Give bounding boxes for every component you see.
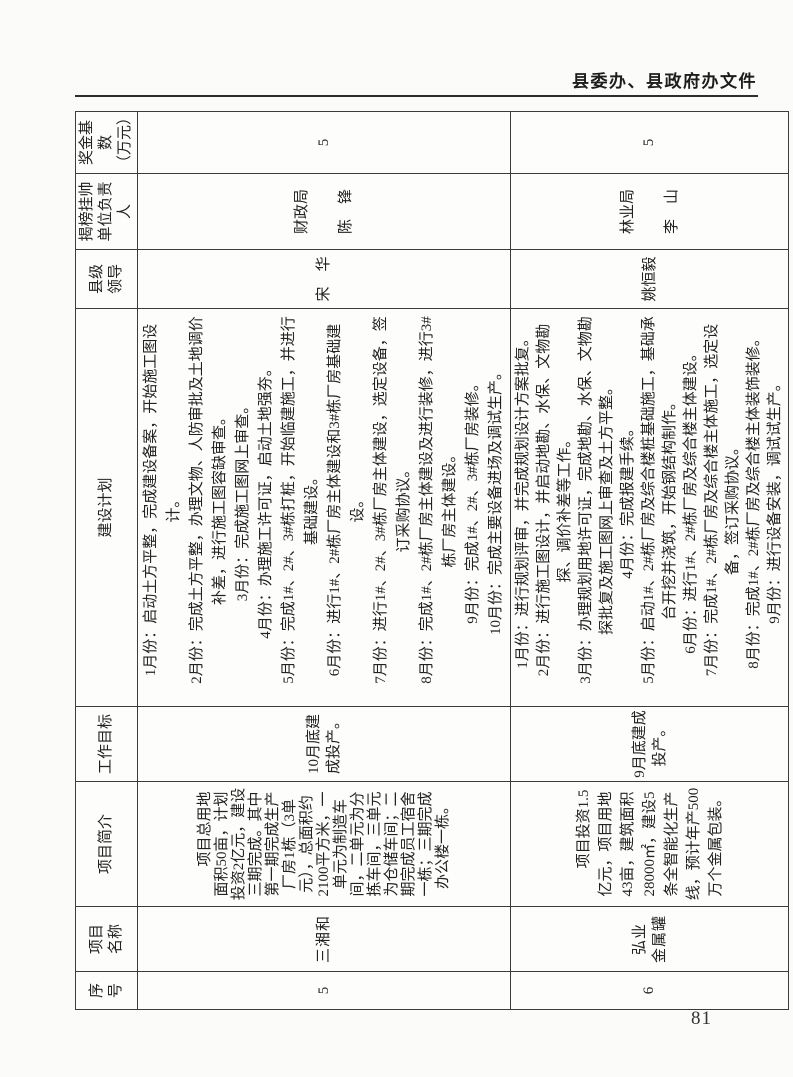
header-bonus-base: 奖金基数 （万元） bbox=[75, 111, 138, 174]
rotated-table-container: 序 号 项目 名称 项目简介 工作目标 建设计划 县级 领导 揭榜挂帅 单位负责… bbox=[75, 111, 789, 1010]
header-serial: 序 号 bbox=[75, 971, 138, 1010]
cell-construction-plan: 1月份：进行规划评审，并完成规划设计方案批复。 2月份：进行施工图设计，并启动地… bbox=[510, 308, 789, 707]
cell-county-leader: 姚恒毅 bbox=[510, 249, 789, 309]
cell-project-name: 三湘和 bbox=[137, 906, 511, 972]
plan-item: 3月份：完成施工图网上审查。 bbox=[235, 398, 251, 602]
plan-item: 4月份：办理施工许可证，启动土地强夯。 bbox=[258, 361, 274, 639]
cell-work-goal: 10月底建成投产。 bbox=[137, 706, 511, 782]
cell-bonus-base: 5 bbox=[137, 111, 511, 174]
plan-item: 1月份：进行规划评审，并完成规划设计方案批复。 bbox=[515, 331, 531, 669]
plan-item: 8月份：完成1#、2#栋厂房及综合楼主体装饰装修。 bbox=[746, 331, 762, 669]
cell-project-name: 弘业 金属罐 bbox=[510, 906, 789, 972]
unit-name: 林业局 bbox=[619, 189, 636, 235]
plan-item: 8月份：完成1#、2#栋厂房主体建设及进行装修，进行3#栋厂房主体建设。 bbox=[419, 316, 458, 684]
plan-item: 6月份：进行1#、2#栋厂房及综合楼主体建设。 bbox=[683, 346, 699, 654]
plan-item: 2月份：进行施工图设计，并启动地勘、水保、文物勘探、调价补差等工作。 bbox=[536, 323, 573, 677]
header-unit-person: 揭榜挂帅 单位负责人 bbox=[75, 173, 138, 250]
cell-serial: 6 bbox=[510, 971, 789, 1010]
document-header-title: 县委办、县政府办文件 bbox=[572, 72, 757, 91]
plan-item: 6月份：进行1#、2#栋厂房主体建设和3#栋厂房基础建设。 bbox=[327, 323, 366, 677]
cell-unit-person: 林业局 李 山 bbox=[510, 173, 789, 250]
cell-bonus-base: 5 bbox=[510, 111, 789, 174]
plan-item: 5月份：启动1#、2#栋厂房及综合楼桩基础施工，基础承台开挖并浇筑，开始钢结构制… bbox=[641, 316, 678, 684]
plan-item: 4月份：完成报建手续。 bbox=[620, 421, 636, 579]
plan-item: 1月份：启动土方平整，完成建设备案，开始施工图设计。 bbox=[143, 323, 182, 677]
header-work-goal: 工作目标 bbox=[75, 706, 138, 782]
header-project-name: 项目 名称 bbox=[75, 906, 138, 972]
person-name: 陈 锋 bbox=[338, 189, 354, 235]
table-row-project-5: 5 三湘和 项目总用地面积50亩，计划投资2亿元，建设三期完成。其中第一期完成生… bbox=[137, 111, 511, 1010]
cell-unit-person: 财政局 陈 锋 bbox=[137, 173, 511, 250]
plan-item: 3月份：办理规划用地许可证，完成地勘、水保、文物勘探批复及施工图网上审查及土方平… bbox=[578, 316, 615, 684]
plan-item: 2月份：完成土方平整，办理文物、人防审批及土地调价补差，进行施工图容缺审查。 bbox=[189, 316, 228, 684]
cell-serial: 5 bbox=[137, 971, 511, 1010]
project-plan-table: 序 号 项目 名称 项目简介 工作目标 建设计划 县级 领导 揭榜挂帅 单位负责… bbox=[75, 111, 789, 1010]
cell-project-intro: 项目总用地面积50亩，计划投资2亿元，建设三期完成。其中第一期完成生产厂房1栋（… bbox=[137, 781, 511, 907]
plan-item: 9月份：完成1#、2#、3#栋厂房装修。 bbox=[465, 376, 481, 624]
cell-project-intro: 项目投资1.5亿元，项目用地43亩，建筑面积28000㎡，建设5条全智能化生产线… bbox=[510, 781, 789, 907]
table-row-project-6: 6 弘业 金属罐 项目投资1.5亿元，项目用地43亩，建筑面积28000㎡，建设… bbox=[510, 111, 789, 1010]
plan-item: 5月份：完成1#、2#、3#栋打桩，开始临建施工，并进行基础建设。 bbox=[281, 316, 320, 684]
cell-work-goal: 9月底建成投产。 bbox=[510, 706, 789, 782]
unit-name: 财政局 bbox=[294, 189, 310, 235]
header-county-leader: 县级 领导 bbox=[75, 249, 138, 309]
person-name: 李 山 bbox=[663, 189, 680, 235]
table-header-row: 序 号 项目 名称 项目简介 工作目标 建设计划 县级 领导 揭榜挂帅 单位负责… bbox=[75, 111, 138, 1010]
plan-item: 10月份：完成主要设备进场及调试生产。 bbox=[488, 365, 504, 636]
cell-construction-plan: 1月份：启动土方平整，完成建设备案，开始施工图设计。 2月份：完成土方平整，办理… bbox=[137, 308, 511, 707]
plan-item: 7月份：完成1#、2#栋厂房及综合楼主体施工，选定设备，签订采购协议。 bbox=[704, 323, 741, 677]
cell-county-leader: 宋 华 bbox=[137, 249, 511, 309]
header-divider-line bbox=[75, 95, 758, 97]
plan-item: 7月份：进行1#、2#、3#栋厂房主体建设，选定设备，签订采购协议。 bbox=[373, 316, 412, 684]
header-construction-plan: 建设计划 bbox=[75, 308, 138, 707]
header-project-intro: 项目简介 bbox=[75, 781, 138, 907]
page-number: 81 bbox=[691, 1008, 712, 1029]
plan-item: 9月份：进行设备安装，调试试生产。 bbox=[767, 376, 783, 624]
